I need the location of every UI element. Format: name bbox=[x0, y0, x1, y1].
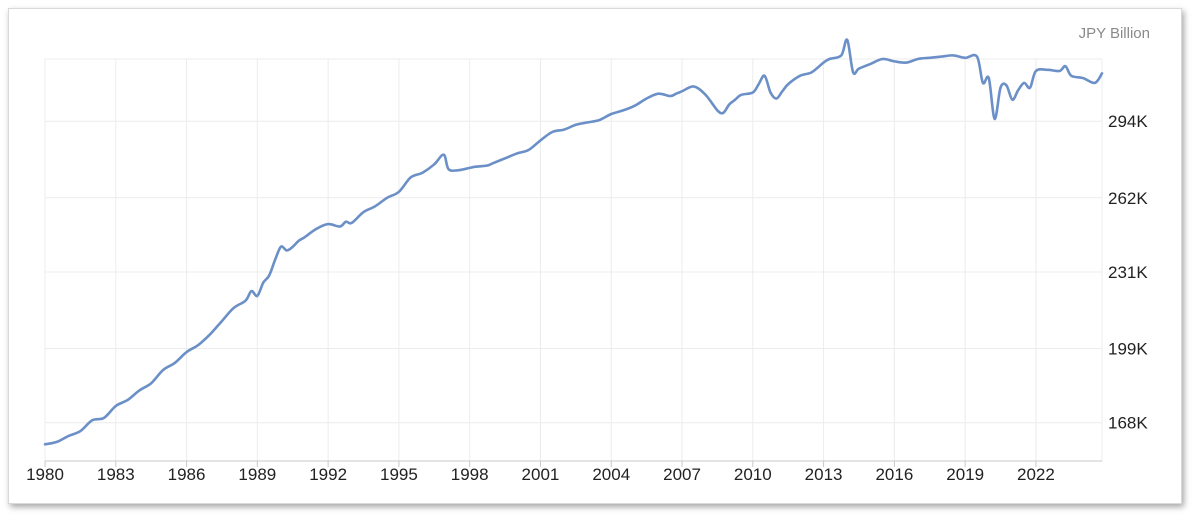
grid-layer bbox=[44, 58, 1103, 462]
plot-area-frame bbox=[44, 58, 1103, 462]
x-tick-label: 2016 bbox=[875, 465, 913, 484]
x-tick-label: 1998 bbox=[451, 465, 489, 484]
y-tick-label: 168K bbox=[1108, 414, 1148, 433]
chart-card: 1980 1983 1986 1989 1992 1995 1998 2001 2004 2007… bbox=[8, 8, 1182, 504]
x-tick-label: 1983 bbox=[97, 465, 135, 484]
y-tick-label: 199K bbox=[1108, 340, 1148, 359]
y-tick-label: 231K bbox=[1108, 263, 1148, 282]
x-tick-label: 1995 bbox=[380, 465, 418, 484]
x-tick-label: 2022 bbox=[1017, 465, 1055, 484]
unit-label: JPY Billion bbox=[1079, 25, 1150, 42]
series-line-0 bbox=[43, 38, 1104, 446]
x-tick-label: 2013 bbox=[805, 465, 843, 484]
tick-label-layer: 1980 1983 1986 1989 1992 1995 1998 2001 2004 2007… bbox=[26, 112, 1148, 484]
line-chart: 1980 1983 1986 1989 1992 1995 1998 2001 2004 2007… bbox=[26, 25, 1150, 484]
x-tick-label: 2010 bbox=[734, 465, 772, 484]
x-tick-label: 2001 bbox=[522, 465, 560, 484]
x-tick-label: 1980 bbox=[26, 465, 64, 484]
x-tick-label: 2007 bbox=[663, 465, 701, 484]
axis-layer bbox=[44, 460, 1102, 467]
x-tick-label: 2004 bbox=[592, 465, 630, 484]
x-tick-label: 1989 bbox=[238, 465, 276, 484]
x-tick-label: 1986 bbox=[168, 465, 206, 484]
x-tick-label: 2019 bbox=[946, 465, 984, 484]
series-layer bbox=[43, 38, 1104, 446]
x-tick-label: 1992 bbox=[309, 465, 347, 484]
y-tick-label: 294K bbox=[1108, 112, 1148, 131]
y-tick-label: 262K bbox=[1108, 189, 1148, 208]
